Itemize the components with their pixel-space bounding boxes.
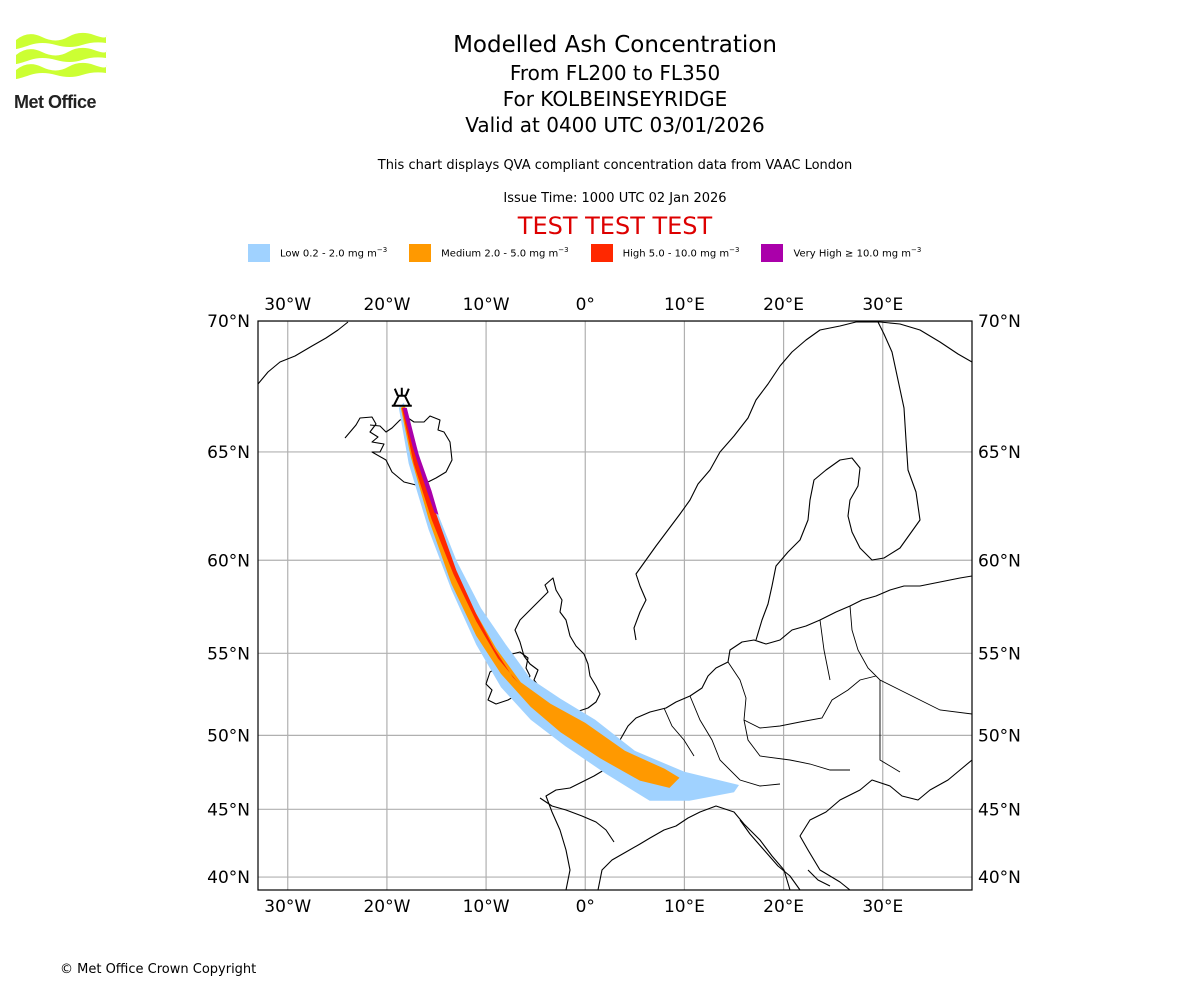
lat-tick-label-right: 55°N	[978, 644, 1021, 664]
coastlines	[258, 321, 972, 890]
legend-item-very-high: Very High ≥ 10.0 mg m−3	[761, 244, 921, 262]
lon-tick-label-top: 20°E	[763, 295, 804, 315]
lon-tick-label-top: 0°	[576, 295, 595, 315]
legend-swatch-medium	[409, 244, 432, 262]
lat-tick-label-left: 55°N	[207, 644, 250, 664]
lon-tick-label-bottom: 20°E	[763, 897, 804, 917]
logo-waves-icon	[16, 32, 107, 79]
flight-levels: From FL200 to FL350	[509, 61, 721, 85]
coastline-greenland	[258, 321, 349, 385]
lat-tick-label-left: 70°N	[207, 312, 250, 332]
lat-tick-label-right: 45°N	[978, 800, 1021, 820]
legend-swatch-low	[248, 244, 270, 262]
plume-medium	[400, 405, 680, 788]
issue-time: Issue Time: 1000 UTC 02 Jan 2026	[503, 191, 727, 206]
lon-tick-label-top: 30°E	[862, 295, 903, 315]
lat-tick-label-left: 60°N	[207, 551, 250, 571]
lat-tick-label-right: 65°N	[978, 443, 1021, 463]
lon-tick-label-bottom: 30°W	[264, 897, 311, 917]
chart-description: This chart displays QVA compliant concen…	[377, 158, 853, 173]
map-frame	[257, 320, 973, 891]
lon-tick-label-top: 10°E	[664, 295, 705, 315]
coastline-iberia	[539, 797, 615, 843]
plume-very-high	[402, 407, 439, 515]
legend-label-low: Low 0.2 - 2.0 mg m−3	[280, 246, 388, 260]
border-lines	[663, 605, 972, 787]
chart-title-block: Modelled Ash Concentration From FL200 to…	[300, 30, 930, 138]
valid-time: Valid at 0400 UTC 03/01/2026	[465, 113, 765, 137]
coastline-continent	[545, 575, 972, 890]
legend: Low 0.2 - 2.0 mg m−3 Medium 2.0 - 5.0 mg…	[248, 244, 943, 262]
lat-tick-label-left: 65°N	[207, 443, 250, 463]
axis-ticks: 30°W 30°W 20°W 20°W 10°W 10°W 0° 0° 10°E 10°E 20°E…	[207, 295, 1021, 917]
lon-tick-label-top: 10°W	[463, 295, 510, 315]
lat-tick-label-right: 40°N	[978, 868, 1021, 888]
lat-tick-label-left: 50°N	[207, 726, 250, 746]
legend-item-high: High 5.0 - 10.0 mg m−3	[590, 244, 740, 262]
chart-title: Modelled Ash Concentration	[453, 32, 777, 58]
coastline-scandinavia	[633, 321, 972, 641]
lon-tick-label-bottom: 0°	[576, 897, 595, 917]
coastline-iceland	[344, 415, 453, 487]
legend-item-medium: Medium 2.0 - 5.0 mg m−3	[409, 244, 569, 262]
legend-label-very-high: Very High ≥ 10.0 mg m−3	[793, 246, 922, 260]
ash-plume	[398, 402, 739, 801]
lat-tick-label-left: 40°N	[207, 868, 250, 888]
volcano-icon	[391, 387, 412, 407]
lon-tick-label-bottom: 10°E	[664, 897, 705, 917]
legend-label-medium: Medium 2.0 - 5.0 mg m−3	[441, 246, 569, 260]
met-office-logo: Met Office	[14, 30, 109, 112]
country-borders	[663, 605, 972, 787]
logo-text: Met Office	[14, 92, 97, 112]
lon-tick-label-bottom: 10°W	[463, 897, 510, 917]
lat-tick-label-right: 60°N	[978, 551, 1021, 571]
graticule	[258, 321, 972, 890]
lat-tick-label-right: 70°N	[978, 312, 1021, 332]
legend-swatch-high	[590, 244, 613, 262]
lon-tick-label-top: 30°W	[264, 295, 311, 315]
copyright: © Met Office Crown Copyright	[60, 962, 257, 977]
volcano-name: For KOLBEINSEYRIDGE	[502, 87, 728, 111]
plume-low	[398, 402, 739, 801]
lon-tick-label-top: 20°W	[363, 295, 410, 315]
legend-label-high: High 5.0 - 10.0 mg m−3	[622, 246, 740, 260]
lat-tick-label-right: 50°N	[978, 726, 1021, 746]
lat-tick-label-left: 45°N	[207, 800, 250, 820]
lon-tick-label-bottom: 30°E	[862, 897, 903, 917]
legend-swatch-very-high	[761, 244, 784, 262]
legend-item-low: Low 0.2 - 2.0 mg m−3	[248, 244, 387, 262]
lon-tick-label-bottom: 20°W	[363, 897, 410, 917]
test-banner: TEST TEST TEST	[517, 212, 713, 240]
coastline-italy	[739, 819, 831, 890]
